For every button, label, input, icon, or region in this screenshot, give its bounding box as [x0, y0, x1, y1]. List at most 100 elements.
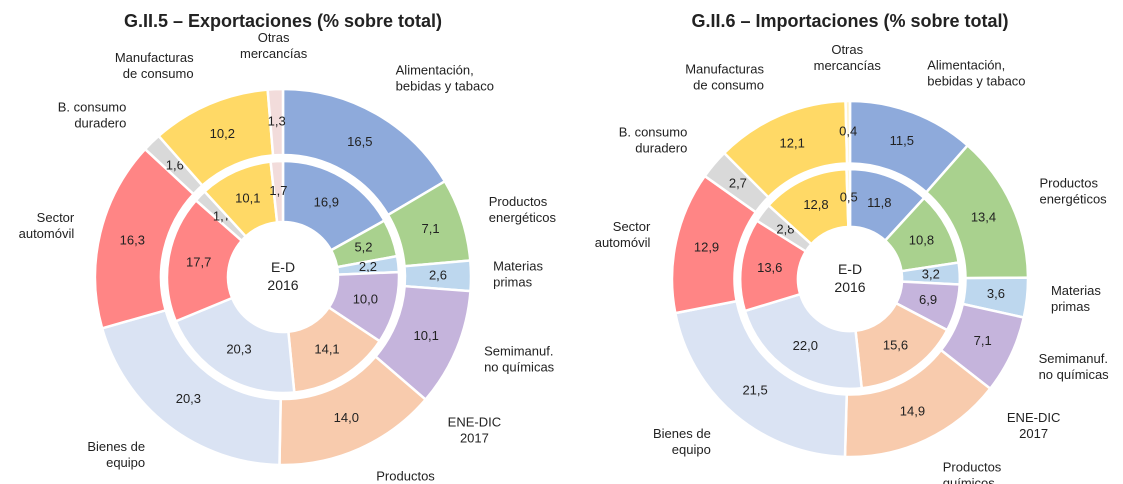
label-line: Materias: [1051, 284, 1101, 299]
label-line: de consumo: [693, 78, 764, 93]
label-line: Materias: [493, 259, 543, 274]
label-line: Sector: [37, 210, 75, 225]
label-line: equipo: [672, 443, 711, 458]
value-label: 11,8: [867, 195, 891, 210]
series-label: E-D 2016: [267, 259, 298, 293]
series-label-line: 2017: [1019, 427, 1048, 442]
label-line: mercancías: [240, 47, 308, 62]
series-label: E-D 2016: [834, 261, 865, 295]
value-label: 0,5: [840, 189, 858, 204]
label: Sector automóvil: [19, 210, 75, 241]
value-label: 16,9: [314, 195, 339, 210]
value-label: 12,9: [694, 240, 719, 255]
slice: [269, 159, 285, 224]
value-label: 7,1: [974, 333, 992, 348]
label-line: automóvil: [595, 236, 651, 251]
value-label: 10,8: [909, 232, 934, 247]
label: Otras mercancías: [240, 31, 308, 62]
value-label: 7,1: [422, 221, 440, 236]
series-label-line: 2016: [834, 279, 865, 295]
label-line: bebidas y tabaco: [396, 79, 494, 94]
slice: [845, 167, 852, 229]
label: Bienes de equipo: [653, 427, 711, 458]
label-line: Sector: [613, 220, 651, 235]
label-line: duradero: [74, 116, 126, 131]
label-line: B. consumo: [58, 100, 127, 115]
value-label: 12,1: [780, 136, 805, 151]
slice: [266, 87, 285, 157]
series-label-line: ENE-DIC: [448, 415, 501, 430]
label-line: Bienes de: [653, 427, 711, 442]
label-line: Manufacturas: [115, 50, 194, 65]
label: B. consumo duradero: [58, 100, 127, 131]
value-label: 10,1: [414, 328, 439, 343]
label: Otras mercancías: [814, 42, 882, 73]
value-label: 10,2: [210, 126, 235, 141]
value-label: 14,1: [314, 342, 339, 357]
value-label: 2,7: [729, 176, 747, 191]
label-line: automóvil: [19, 226, 75, 241]
value-label: 16,5: [347, 134, 372, 149]
value-label: 17,7: [186, 254, 211, 269]
label-line: primas: [1051, 300, 1091, 315]
slice: [743, 292, 864, 391]
value-label: 0,4: [839, 124, 857, 139]
series-label-line: 2016: [267, 277, 298, 293]
label-line: B. consumo: [619, 125, 688, 140]
label: Productos energéticos: [489, 194, 557, 225]
series-label-line: E-D: [838, 261, 862, 277]
value-label: 20,3: [176, 391, 201, 406]
value-label: 1,7: [269, 183, 287, 198]
label: Materias primas: [1051, 284, 1101, 315]
label-line: bebidas y tabaco: [927, 74, 1025, 89]
slice: [844, 99, 852, 165]
label: Manufacturas de consumo: [685, 62, 764, 93]
label: Productos energéticos: [1039, 176, 1107, 207]
value-label: 13,6: [757, 260, 782, 275]
series-label-line: ENE-DIC: [1007, 411, 1060, 426]
label-line: no químicas: [1039, 367, 1110, 382]
value-label: 21,5: [742, 382, 767, 397]
value-label: 10,0: [353, 291, 378, 306]
chart-title: G.II.6 – Importaciones (% sobre total): [691, 11, 1008, 31]
value-label: 2,2: [359, 259, 377, 274]
value-label: 6,9: [919, 292, 937, 307]
value-label: 20,3: [226, 342, 251, 357]
chart-title: G.II.5 – Exportaciones (% sobre total): [124, 11, 442, 31]
value-label: 14,9: [900, 403, 925, 418]
value-label: 11,5: [890, 133, 914, 148]
label-line: Productos: [1039, 176, 1098, 191]
label-line: energéticos: [489, 210, 557, 225]
label-line: Productos: [943, 460, 1002, 475]
label-line: mercancías: [814, 58, 882, 73]
value-label: 1,3: [268, 114, 286, 129]
label-line: Alimentación,: [396, 63, 474, 78]
label-line: primas: [493, 275, 533, 290]
label: Semimanuf. no químicas: [484, 344, 555, 375]
label-line: de consumo: [123, 66, 194, 81]
value-label: 2,6: [429, 267, 447, 282]
value-label: 15,6: [883, 337, 908, 352]
label: Manufacturas de consumo: [115, 50, 194, 81]
label-line: Otras: [258, 31, 290, 46]
label-line: no químicas: [484, 360, 555, 375]
series-label: ENE-DIC 2017: [448, 415, 501, 446]
value-label: 13,4: [971, 209, 996, 224]
slice: [165, 198, 244, 323]
label-line: energéticos: [1039, 192, 1107, 207]
value-label: 3,2: [922, 266, 940, 281]
label: Alimentación, bebidas y tabaco: [396, 63, 494, 94]
label: Semimanuf. no químicas: [1039, 351, 1110, 382]
value-label: 16,3: [120, 232, 145, 247]
label: Bienes de equipo: [87, 439, 145, 470]
value-label: 3,6: [987, 286, 1005, 301]
label: Sector automóvil: [595, 220, 651, 251]
label-line: Manufacturas: [685, 62, 764, 77]
label-line: Productos: [489, 194, 548, 209]
label-line: químicos: [943, 476, 996, 484]
value-label: 10,1: [235, 191, 260, 206]
slice: [174, 296, 296, 395]
